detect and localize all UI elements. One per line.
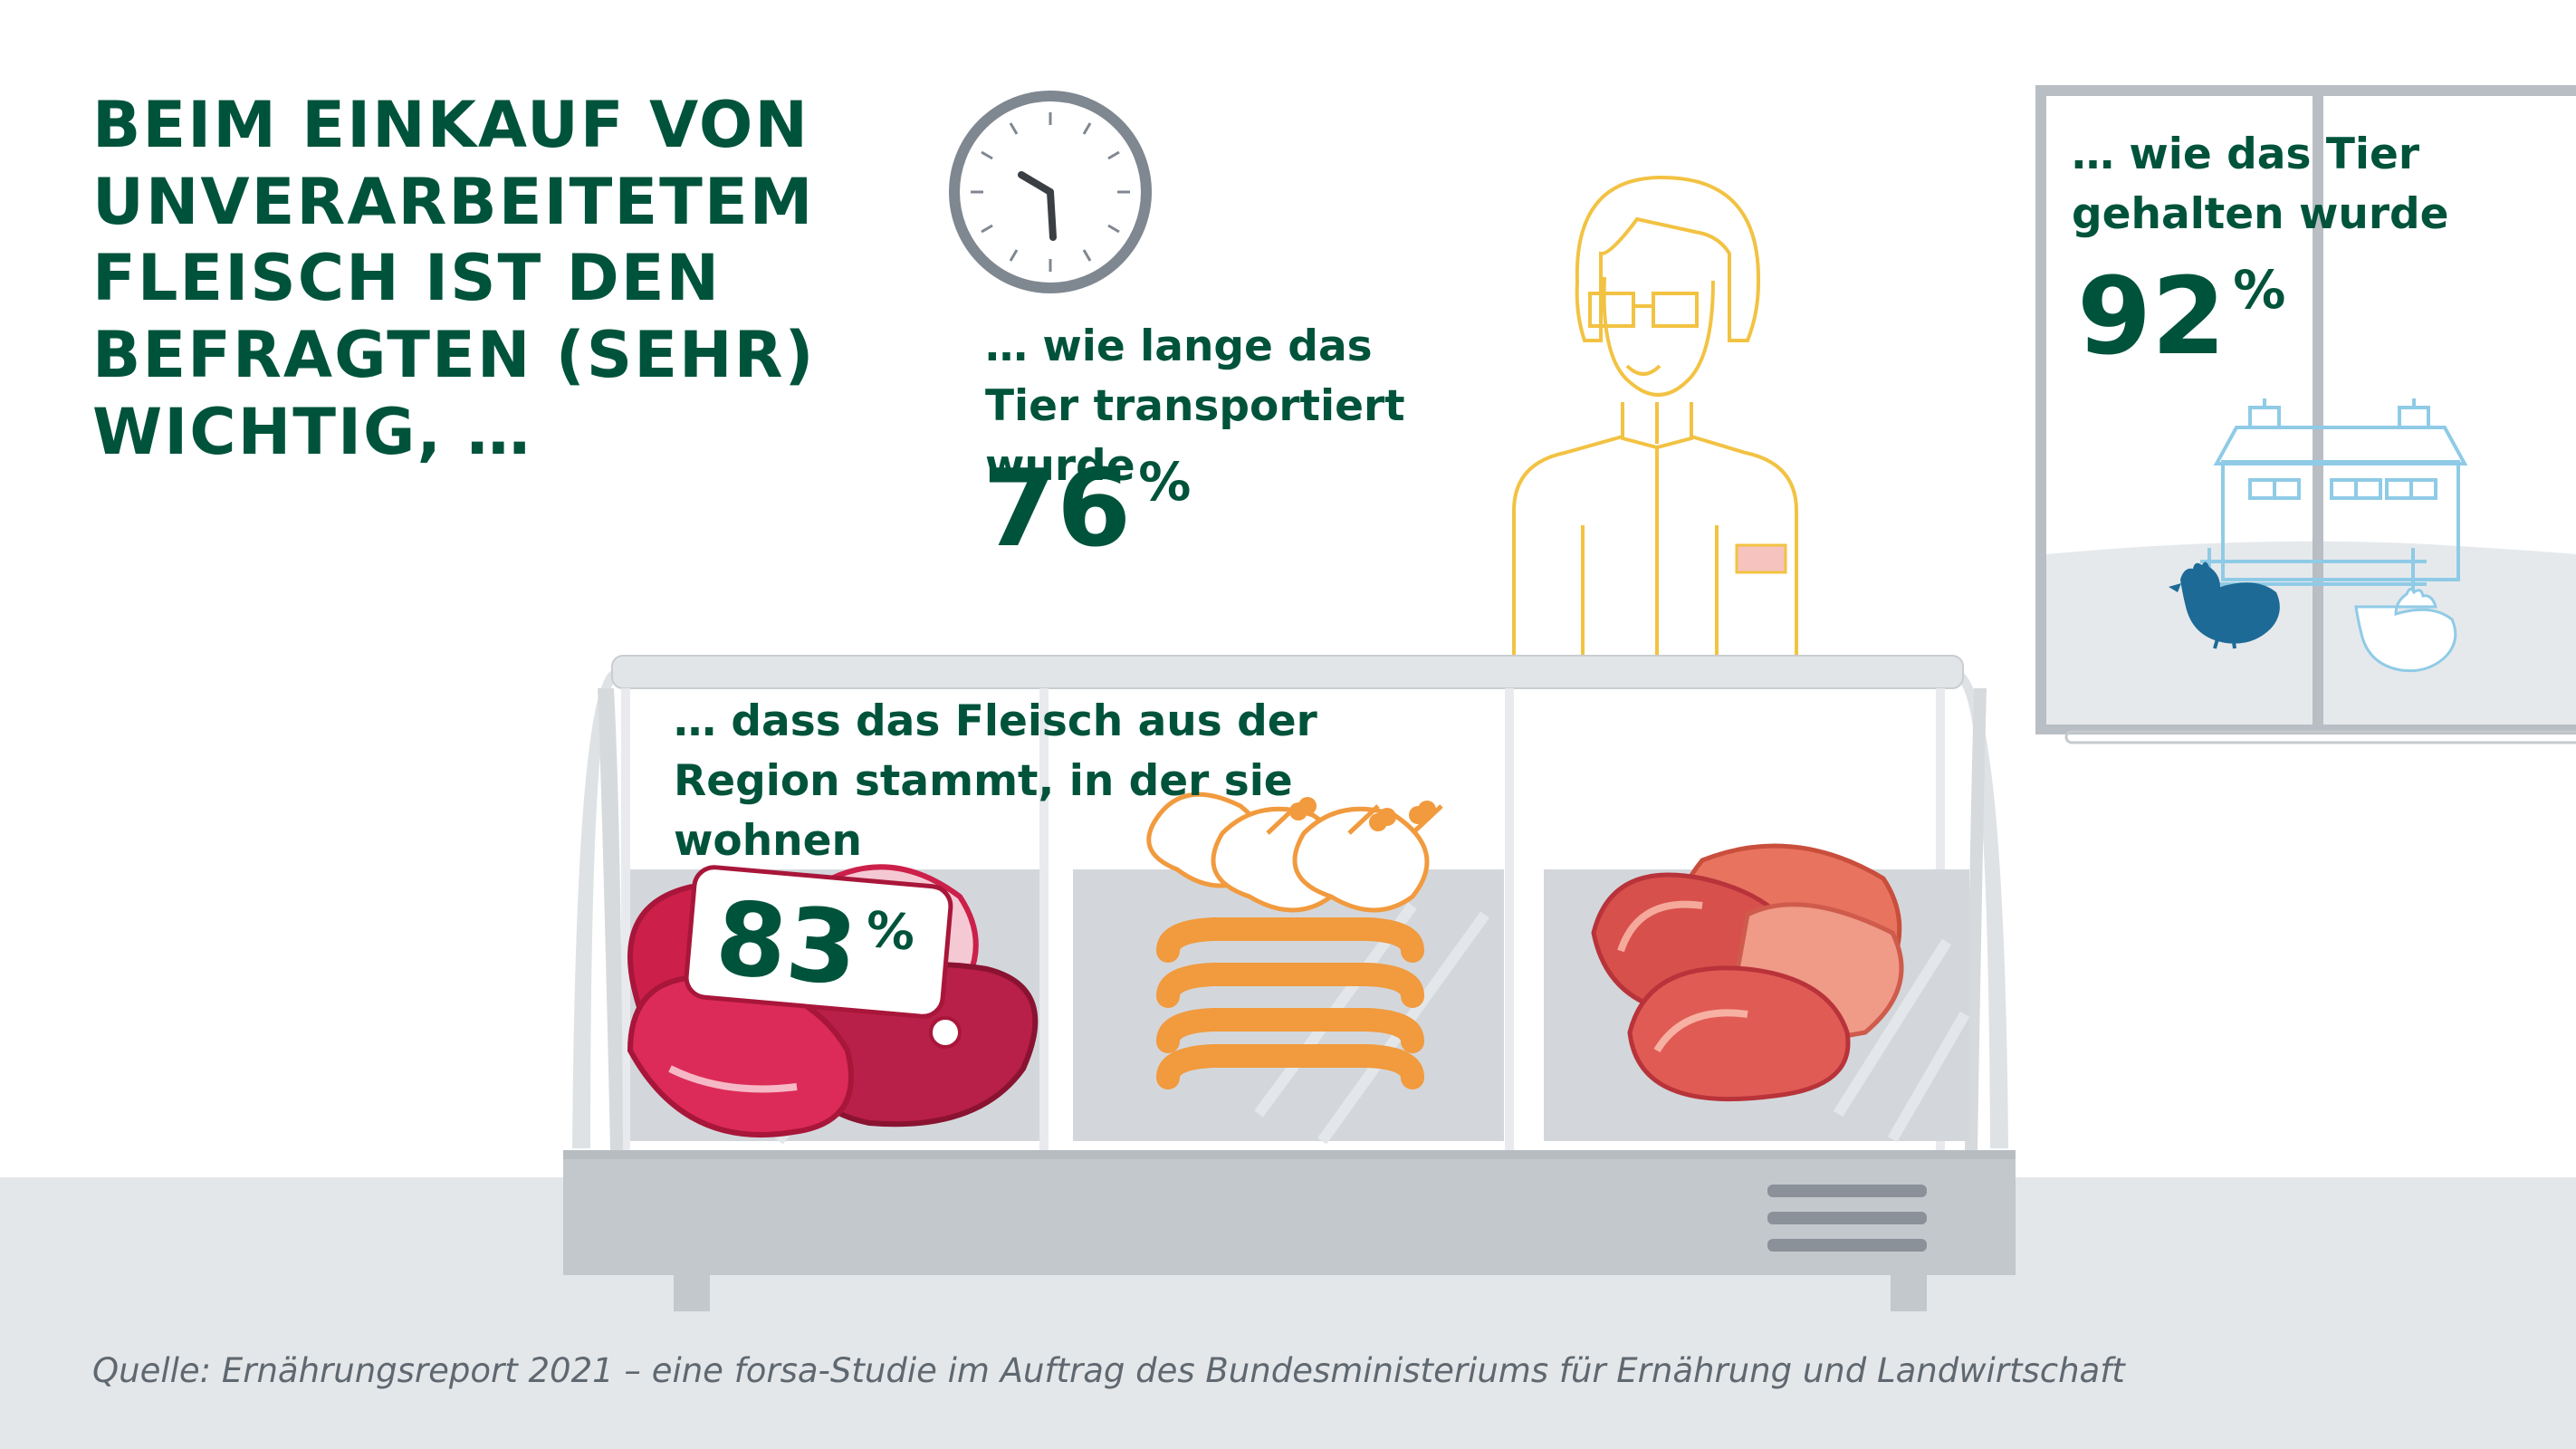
region-unit: % — [863, 900, 918, 962]
chicken-bone-tips — [1289, 797, 1436, 831]
transport-label: … wie lange das Tier transportiert wurde — [985, 321, 1405, 491]
transport-unit: % — [1138, 451, 1192, 513]
source-note: Quelle: Ernährungsreport 2021 – eine for… — [92, 1351, 2125, 1390]
transport-number: 76 — [982, 446, 1132, 571]
sausage-icon — [1156, 917, 1424, 1089]
chicken-icon — [1146, 792, 1443, 913]
price-tag — [684, 865, 953, 1019]
butcher-figure — [1512, 175, 1798, 661]
region-value: 83% — [711, 879, 918, 1009]
husbandry-value: 92% — [2077, 263, 2285, 369]
region-number: 83 — [711, 879, 863, 1010]
window — [2035, 85, 2576, 744]
husbandry-number: 92 — [2077, 254, 2226, 379]
region-label: … dass das Fleisch aus der Region stammt… — [674, 696, 1317, 866]
barn-icon — [2200, 398, 2468, 607]
hen-icon — [2169, 561, 2280, 649]
ham-icon — [1591, 843, 1904, 1102]
husbandry-unit: % — [2233, 259, 2286, 321]
husbandry-label: … wie das Tier gehalten wurde — [2072, 130, 2449, 239]
headline: BEIM EINKAUF VON UNVERARBEITETEM FLEISCH… — [92, 88, 816, 469]
transport-value: 76% — [982, 455, 1191, 561]
clock-icon — [949, 91, 1152, 293]
hen-icon-outline — [2354, 588, 2457, 673]
